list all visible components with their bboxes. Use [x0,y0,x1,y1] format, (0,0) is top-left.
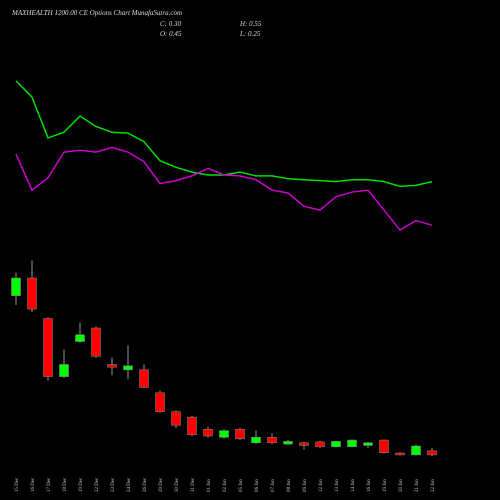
x-tick-label: 05 Jan [239,479,244,492]
stat-label: C: 0.30 [160,20,182,28]
x-tick-label: 19 Jan [383,479,388,492]
candle-body [427,450,437,456]
candle-body [219,430,229,438]
chart-title: MAXHEALTH 1200.00 CE Options Chart Munaf… [11,9,182,17]
candle-body [27,277,37,310]
candle-body [123,365,133,371]
candle-body [315,441,325,448]
x-tick-label: 01 Jan [207,479,212,492]
x-tick-label: 06 Jan [255,479,260,492]
x-tick-label: 17 Dec [47,477,52,492]
line-series [15,146,433,232]
x-tick-label: 24 Dec [127,477,132,492]
candle-body [283,441,293,445]
candle-body [171,411,181,426]
candle-body [235,429,245,439]
x-tick-label: 23 Dec [111,477,116,492]
x-tick-label: 29 Dec [159,477,164,492]
x-tick-label: 22 Dec [95,477,100,492]
x-tick-label: 12 Jan [319,479,324,492]
candle-body [363,442,373,446]
candle-body [75,334,85,342]
candle-body [395,452,405,456]
candle-body [411,445,421,456]
x-tick-label: 08 Jan [287,479,292,492]
candle-body [43,318,53,377]
x-tick-label: 09 Jan [303,479,308,492]
x-tick-label: 19 Dec [79,477,84,492]
candle-body [203,429,213,437]
candle-body [379,439,389,453]
x-tick-label: 31 Dec [191,477,196,492]
candle-body [139,369,149,388]
x-tick-label: 15 Dec [15,477,20,492]
x-tick-label: 14 Jan [351,479,356,492]
candle-body [59,364,69,377]
x-tick-label: 16 Dec [31,477,36,492]
x-tick-label: 22 Jan [431,479,436,492]
candle-body [267,437,277,444]
candle-body [11,277,21,296]
x-tick-label: 26 Dec [143,477,148,492]
x-tick-label: 30 Dec [175,477,180,492]
candle-body [91,327,101,357]
x-tick-label: 07 Jan [271,479,276,492]
stat-label: L: 0.25 [239,30,261,38]
x-tick-label: 21 Jan [415,479,420,492]
candle-body [299,442,309,446]
candle-body [187,416,197,435]
candle-body [347,439,357,448]
candle-body [107,364,117,368]
x-tick-label: 20 Jan [399,479,404,492]
candle-body [251,437,261,444]
x-tick-label: 16 Jan [367,479,372,492]
candle-body [331,441,341,448]
x-tick-label: 13 Jan [335,479,340,492]
stat-label: O: 0.45 [160,30,182,38]
candle-body [155,392,165,412]
x-tick-label: 18 Dec [63,477,68,492]
x-tick-label: 02 Jan [223,479,228,492]
line-series [15,80,433,188]
stat-label: H: 0.55 [239,20,262,28]
